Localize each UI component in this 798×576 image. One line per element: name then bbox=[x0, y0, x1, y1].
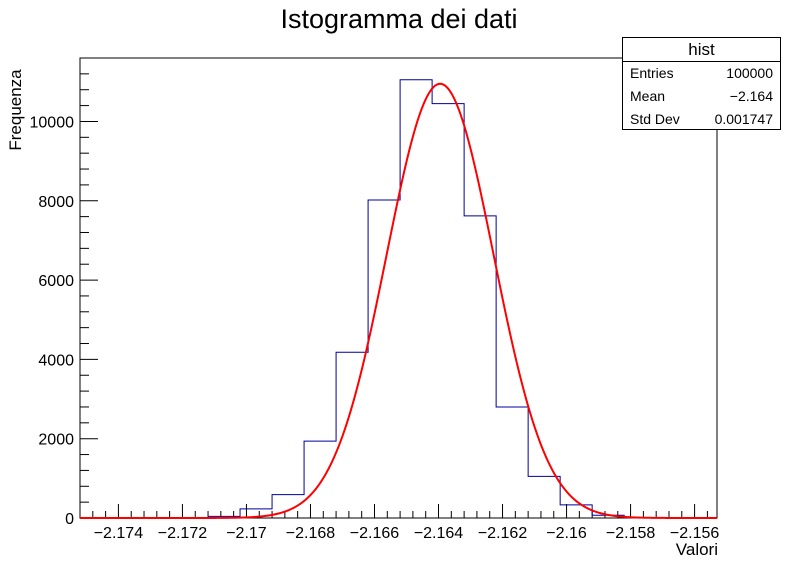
y-axis-label: Frequenza bbox=[6, 69, 25, 151]
histogram-bin bbox=[560, 505, 592, 518]
x-tick-label: −2.162 bbox=[478, 525, 527, 542]
stats-key: Entries bbox=[630, 65, 674, 81]
x-tick-label: −2.172 bbox=[158, 525, 207, 542]
stats-value: −2.164 bbox=[729, 88, 773, 104]
histogram-bin bbox=[432, 104, 464, 518]
x-tick-label: −2.164 bbox=[414, 525, 463, 542]
stats-key: Std Dev bbox=[630, 111, 680, 127]
stats-title: hist bbox=[623, 38, 780, 62]
x-tick-label: −2.166 bbox=[350, 525, 399, 542]
stats-box: hist Entries 100000 Mean −2.164 Std Dev … bbox=[622, 37, 781, 130]
y-tick-label: 8000 bbox=[38, 194, 74, 211]
y-axis: 0 2000 4000 6000 8000 10000 bbox=[30, 73, 98, 528]
histogram-bins bbox=[176, 80, 656, 518]
stats-key: Mean bbox=[630, 88, 666, 104]
x-tick-label: −2.158 bbox=[606, 525, 655, 542]
x-tick-label: −2.168 bbox=[286, 525, 335, 542]
x-axis-label: Valori bbox=[675, 540, 718, 559]
histogram-bin bbox=[368, 200, 400, 518]
stats-row-mean: Mean −2.164 bbox=[623, 85, 780, 108]
x-tick-label: −2.156 bbox=[670, 525, 719, 542]
histogram-bin bbox=[464, 216, 496, 518]
y-tick-label: 0 bbox=[65, 511, 74, 528]
x-tick-label: −2.174 bbox=[94, 525, 143, 542]
chart-title: Istogramma dei dati bbox=[280, 4, 518, 34]
histogram-bin bbox=[528, 476, 560, 518]
stats-row-entries: Entries 100000 bbox=[623, 62, 780, 85]
stats-value: 0.001747 bbox=[714, 111, 773, 127]
y-tick-label: 2000 bbox=[38, 432, 74, 449]
x-tick-label: −2.17 bbox=[226, 525, 267, 542]
histogram-bin bbox=[400, 80, 432, 518]
histogram-outline bbox=[80, 79, 717, 519]
x-axis: −2.174 −2.172 −2.17 −2.168 −2.166 −2.164 −2.16… bbox=[92, 504, 719, 542]
stats-value: 100000 bbox=[726, 65, 773, 81]
y-tick-label: 10000 bbox=[30, 114, 75, 131]
plot-frame bbox=[79, 57, 718, 519]
y-tick-label: 4000 bbox=[38, 352, 74, 369]
x-tick-label: −2.16 bbox=[546, 525, 587, 542]
gaussian-fit-curve bbox=[80, 82, 717, 519]
histogram-bin bbox=[496, 407, 528, 518]
histogram-bin bbox=[304, 441, 336, 518]
histogram-bin bbox=[336, 352, 368, 518]
y-tick-label: 6000 bbox=[38, 273, 74, 290]
stats-row-stddev: Std Dev 0.001747 bbox=[623, 108, 780, 131]
